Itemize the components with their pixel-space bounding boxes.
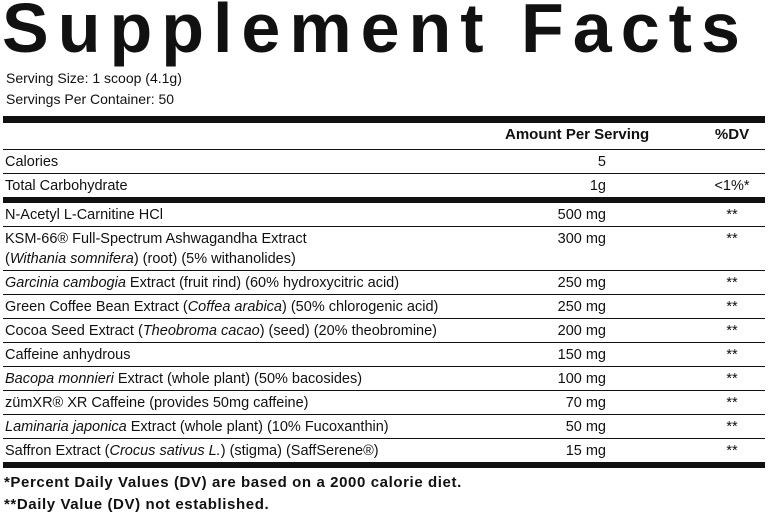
row: Caffeine anhydrous 150 mg **	[3, 343, 765, 367]
row: KSM-66® Full-Spectrum Ashwagandha Extrac…	[3, 227, 765, 271]
daily-value: **	[726, 299, 738, 315]
name-segment: Saffron Extract (	[5, 443, 110, 459]
amount: 70 mg	[565, 395, 606, 411]
amount: 250 mg	[557, 299, 606, 315]
name: KSM-66® Full-Spectrum Ashwagandha Extrac…	[3, 229, 765, 269]
name-segment: zümXR® XR Caffeine (provides 50mg caffei…	[5, 395, 309, 411]
daily-value: **	[726, 231, 738, 247]
name-line: Bacopa monnieri Extract (whole plant) (5…	[5, 369, 765, 389]
name-segment: ) (root) (5% withanolides)	[133, 251, 296, 267]
amount: 50 mg	[565, 419, 606, 435]
amount: 150 mg	[557, 347, 606, 363]
serving-size: Serving Size: 1 scoop (4.1g)	[6, 70, 182, 86]
name-segment: Coffea arabica	[187, 299, 282, 315]
amount-header: Amount Per Serving	[505, 126, 650, 143]
name-segment: ) (stigma) (SaffSerene®)	[220, 443, 379, 459]
amount: 250 mg	[557, 275, 606, 291]
name: Green Coffee Bean Extract (Coffea arabic…	[3, 297, 765, 317]
daily-value: **	[726, 395, 738, 411]
row: N-Acetyl L-Carnitine HCl 500 mg **	[3, 203, 765, 227]
servings-per-container: Servings Per Container: 50	[6, 91, 175, 107]
name-line: N-Acetyl L-Carnitine HCl	[5, 205, 765, 225]
daily-value: **	[726, 443, 738, 459]
row: Calories 5	[3, 150, 765, 174]
row: Total Carbohydrate 1g <1%*	[3, 174, 765, 197]
name-segment: KSM-66® Full-Spectrum Ashwagandha Extrac…	[5, 231, 307, 247]
name-segment: (	[5, 251, 10, 267]
name-segment: Extract (whole plant) (50% bacosides)	[113, 371, 363, 387]
row: Garcinia cambogia Extract (fruit rind) (…	[3, 271, 765, 295]
name-segment: Garcinia cambogia	[5, 275, 126, 291]
name: Caffeine anhydrous	[3, 345, 765, 365]
name-line: Cocoa Seed Extract (Theobroma cacao) (se…	[5, 321, 765, 341]
amount: 200 mg	[557, 323, 606, 339]
row: zümXR® XR Caffeine (provides 50mg caffei…	[3, 391, 765, 415]
name-segment: Cocoa Seed Extract (	[5, 323, 143, 339]
name-line: Total Carbohydrate	[5, 176, 765, 196]
name: Laminaria japonica Extract (whole plant)…	[3, 417, 765, 437]
name: Garcinia cambogia Extract (fruit rind) (…	[3, 273, 765, 293]
row: Laminaria japonica Extract (whole plant)…	[3, 415, 765, 439]
daily-value: **	[726, 275, 738, 291]
name-line: Saffron Extract (Crocus sativus L.) (sti…	[5, 441, 765, 461]
amount: 15 mg	[565, 443, 606, 459]
name-segment: Calories	[5, 154, 59, 170]
name-line: Caffeine anhydrous	[5, 345, 765, 365]
name-line: zümXR® XR Caffeine (provides 50mg caffei…	[5, 393, 765, 413]
amount: 5	[597, 154, 606, 170]
name-line: KSM-66® Full-Spectrum Ashwagandha Extrac…	[5, 229, 765, 249]
name: Bacopa monnieri Extract (whole plant) (5…	[3, 369, 765, 389]
name-segment: Withania somnifera	[9, 251, 134, 267]
name-line: Green Coffee Bean Extract (Coffea arabic…	[5, 297, 765, 317]
rows: Calories 5 Total Carbohydrate 1g <1%*	[3, 150, 765, 197]
name-segment: N-Acetyl L-Carnitine HCl	[5, 207, 163, 223]
name-segment: Bacopa monnieri	[5, 371, 114, 387]
amount: 100 mg	[557, 371, 606, 387]
name-segment: Green Coffee Bean Extract (	[5, 299, 188, 315]
name-line: (Withania somnifera) (root) (5% withanol…	[5, 249, 765, 269]
name-segment: ) (50% chlorogenic acid)	[282, 299, 439, 315]
daily-value: **	[726, 347, 738, 363]
name: Cocoa Seed Extract (Theobroma cacao) (se…	[3, 321, 765, 341]
name-segment: Total Carbohydrate	[5, 178, 128, 194]
name-line: Laminaria japonica Extract (whole plant)…	[5, 417, 765, 437]
name: Saffron Extract (Crocus sativus L.) (sti…	[3, 441, 765, 461]
name: Calories	[3, 152, 765, 172]
name-segment: Extract (fruit rind) (60% hydroxycitric …	[125, 275, 400, 291]
name-segment: ) (seed) (20% theobromine)	[259, 323, 438, 339]
amount: 300 mg	[557, 231, 606, 247]
daily-value: **	[726, 207, 738, 223]
title: Supplement Facts	[2, 0, 749, 67]
footnote: **Daily Value (DV) not established.	[4, 496, 270, 513]
row: Bacopa monnieri Extract (whole plant) (5…	[3, 367, 765, 391]
amount: 1g	[589, 178, 606, 194]
name-segment: Laminaria japonica	[5, 419, 127, 435]
name: N-Acetyl L-Carnitine HCl	[3, 205, 765, 225]
name-segment: Extract (whole plant) (10% Fucoxanthin)	[126, 419, 389, 435]
amount: 500 mg	[557, 207, 606, 223]
name-segment: Theobroma cacao	[142, 323, 260, 339]
row: Saffron Extract (Crocus sativus L.) (sti…	[3, 439, 765, 462]
row: Green Coffee Bean Extract (Coffea arabic…	[3, 295, 765, 319]
daily-value: **	[726, 323, 738, 339]
name-segment: Caffeine anhydrous	[5, 347, 131, 363]
daily-value: <1%*	[714, 178, 750, 194]
name-line: Garcinia cambogia Extract (fruit rind) (…	[5, 273, 765, 293]
name-line: Calories	[5, 152, 765, 172]
daily-value: **	[726, 419, 738, 435]
header-row: Amount Per Serving %DV	[3, 123, 765, 150]
dv-header: %DV	[714, 126, 750, 143]
thick-rule	[3, 462, 765, 468]
footnote: *Percent Daily Values (DV) are based on …	[4, 474, 462, 491]
facts-panel: Amount Per Serving %DV Calories 5 Total Ca…	[3, 116, 765, 468]
name: zümXR® XR Caffeine (provides 50mg caffei…	[3, 393, 765, 413]
row: Cocoa Seed Extract (Theobroma cacao) (se…	[3, 319, 765, 343]
daily-value: **	[726, 371, 738, 387]
name-segment: Crocus sativus L.	[109, 443, 221, 459]
name: Total Carbohydrate	[3, 176, 765, 196]
ingredients: N-Acetyl L-Carnitine HCl 500 mg ** KSM-66® …	[3, 203, 765, 462]
thick-rule	[3, 116, 765, 123]
thick-rule	[3, 197, 765, 203]
